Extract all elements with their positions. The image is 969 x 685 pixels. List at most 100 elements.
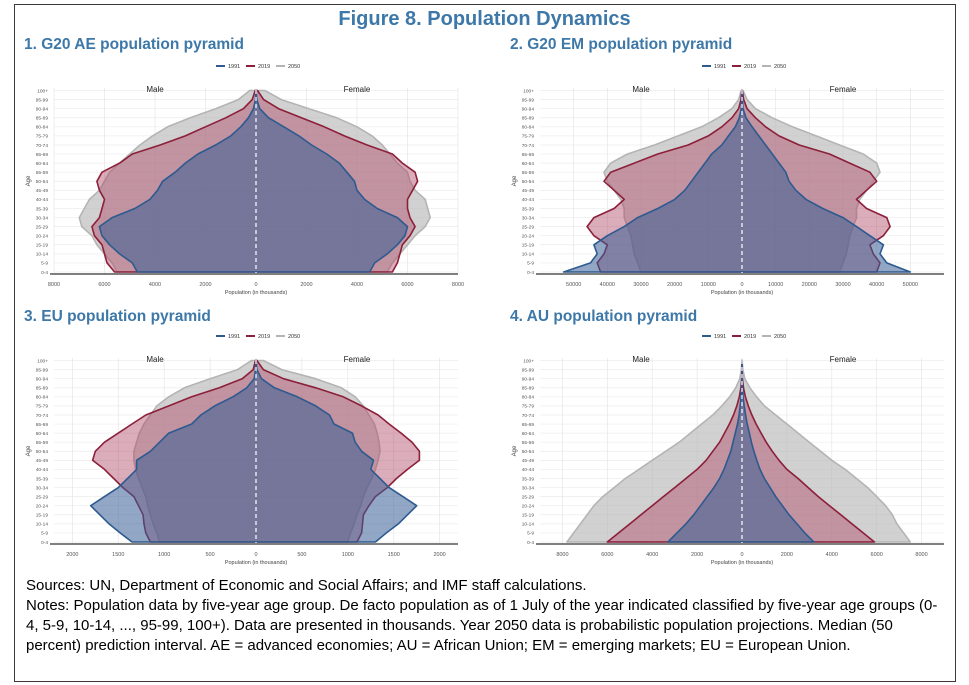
male-label: Male: [146, 85, 164, 94]
y-tick-60-64: 60-64: [522, 431, 535, 437]
y-tick-45-49: 45-49: [522, 458, 535, 464]
y-tick-35-39: 35-39: [522, 476, 535, 482]
male-label: Male: [632, 85, 650, 94]
y-tick-30-34: 30-34: [36, 485, 49, 491]
y-tick-75-79: 75-79: [522, 404, 535, 410]
female-label: Female: [830, 85, 857, 94]
x-tick: 30000: [835, 282, 850, 288]
y-tick-15-19: 15-19: [36, 243, 49, 249]
y-tick-20-24: 20-24: [36, 504, 49, 510]
legend-label-2050: 2050: [288, 334, 300, 340]
x-axis-title: Population (in thousands): [225, 290, 288, 296]
legend-label-2019: 2019: [744, 334, 756, 340]
x-tick: 50000: [566, 282, 581, 288]
y-tick-50-54: 50-54: [36, 179, 49, 185]
y-tick-100+: 100+: [523, 88, 534, 94]
x-tick: 40000: [600, 282, 615, 288]
y-tick-45-49: 45-49: [36, 458, 49, 464]
y-tick-35-39: 35-39: [36, 206, 49, 212]
y-tick-40-44: 40-44: [36, 197, 49, 203]
y-tick-85-89: 85-89: [36, 386, 49, 392]
y-tick-70-74: 70-74: [522, 413, 535, 419]
y-tick-60-64: 60-64: [36, 431, 49, 437]
y-tick-75-79: 75-79: [522, 134, 535, 140]
legend: 1991 2019 2050: [702, 64, 786, 70]
legend: 1991 2019 2050: [702, 334, 786, 340]
x-tick: 1000: [342, 552, 354, 558]
x-tick: 30000: [633, 282, 648, 288]
x-tick: 6000: [98, 282, 110, 288]
y-tick-55-59: 55-59: [36, 170, 49, 176]
g20-ae-pyramid-chart: 1991 2019 2050 Male Female 0-4 5-9 10-14 15-19 20…: [26, 64, 464, 296]
y-tick-30-34: 30-34: [522, 485, 535, 491]
y-tick-90-94: 90-94: [36, 376, 49, 382]
y-tick-60-64: 60-64: [522, 161, 535, 167]
y-tick-25-29: 25-29: [36, 494, 49, 500]
legend-label-2019: 2019: [258, 64, 270, 70]
y-tick-40-44: 40-44: [36, 467, 49, 473]
x-tick: 2000: [691, 552, 703, 558]
y-tick-50-54: 50-54: [36, 449, 49, 455]
y-tick-25-29: 25-29: [36, 224, 49, 230]
y-tick-10-14: 10-14: [36, 522, 49, 528]
x-tick: 2000: [300, 282, 312, 288]
y-tick-20-24: 20-24: [522, 504, 535, 510]
y-tick-85-89: 85-89: [36, 116, 49, 122]
y-tick-5-9: 5-9: [41, 531, 48, 537]
legend-label-2019: 2019: [744, 64, 756, 70]
y-tick-10-14: 10-14: [36, 252, 49, 258]
y-tick-50-54: 50-54: [522, 179, 535, 185]
y-tick-100+: 100+: [37, 88, 48, 94]
x-tick: 20000: [802, 282, 817, 288]
y-tick-55-59: 55-59: [522, 440, 535, 446]
x-tick: 0: [254, 552, 257, 558]
y-tick-85-89: 85-89: [522, 386, 535, 392]
y-tick-0-4: 0-4: [41, 540, 48, 546]
y-tick-10-14: 10-14: [522, 522, 535, 528]
y-tick-70-74: 70-74: [36, 413, 49, 419]
x-tick: 4000: [351, 282, 363, 288]
eu-pyramid-chart: 1991 2019 2050 Male Female 0-4 5-9 10-14 15-19 20…: [26, 334, 458, 566]
y-tick-95-99: 95-99: [522, 367, 535, 373]
y-tick-70-74: 70-74: [522, 143, 535, 149]
x-tick: 4000: [646, 552, 658, 558]
y-tick-65-69: 65-69: [522, 152, 535, 158]
y-tick-90-94: 90-94: [522, 376, 535, 382]
y-tick-100+: 100+: [523, 358, 534, 364]
y-tick-25-29: 25-29: [522, 224, 535, 230]
x-tick: 2000: [781, 552, 793, 558]
y-axis-title: Age: [26, 445, 32, 456]
male-label: Male: [632, 355, 650, 364]
y-tick-65-69: 65-69: [522, 422, 535, 428]
y-tick-5-9: 5-9: [527, 531, 534, 537]
x-tick: 8000: [452, 282, 464, 288]
x-tick-labels: 50000 40000 30000 20000 10000 0 10000 20000 3000…: [566, 282, 918, 288]
x-tick: 10000: [701, 282, 716, 288]
x-tick: 10000: [768, 282, 783, 288]
panel-title-au: 4. AU population pyramid: [510, 308, 698, 325]
y-tick-20-24: 20-24: [36, 234, 49, 240]
sources-text: Sources: UN, Department of Economic and …: [26, 577, 587, 594]
figure-title: Figure 8. Population Dynamics: [338, 8, 631, 30]
x-tick: 40000: [869, 282, 884, 288]
y-axis-title: Age: [512, 445, 518, 456]
x-tick: 2000: [434, 552, 446, 558]
y-tick-25-29: 25-29: [522, 494, 535, 500]
x-axis-title: Population (in thousands): [711, 290, 774, 296]
figure-frame: [14, 4, 956, 682]
y-tick-55-59: 55-59: [522, 170, 535, 176]
y-tick-30-34: 30-34: [36, 215, 49, 221]
legend: 1991 2019 2050: [216, 64, 300, 70]
x-tick: 6000: [601, 552, 613, 558]
y-tick-100+: 100+: [37, 358, 48, 364]
x-tick: 8000: [556, 552, 568, 558]
y-tick-45-49: 45-49: [522, 188, 535, 194]
y-tick-95-99: 95-99: [36, 367, 49, 373]
x-tick: 1500: [388, 552, 400, 558]
x-tick: 50000: [903, 282, 918, 288]
y-tick-20-24: 20-24: [522, 234, 535, 240]
y-tick-75-79: 75-79: [36, 134, 49, 140]
y-tick-15-19: 15-19: [36, 513, 49, 519]
y-tick-50-54: 50-54: [522, 449, 535, 455]
legend-label-1991: 1991: [228, 64, 240, 70]
